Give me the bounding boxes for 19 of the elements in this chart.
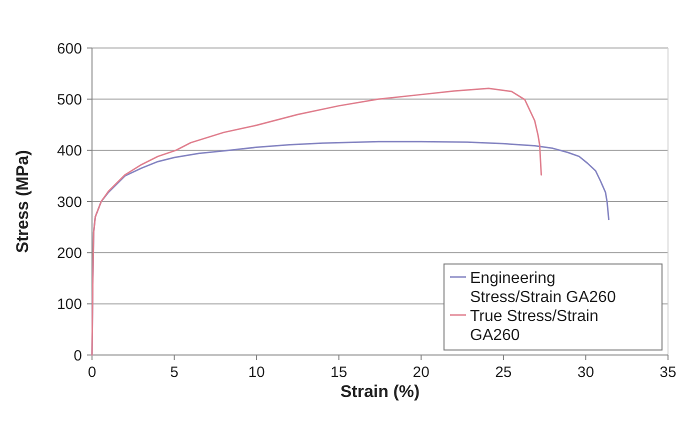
x-tick-label: 5 [170,364,178,381]
y-axis-title: Stress (MPa) [13,150,32,253]
y-tick-label: 0 [74,347,82,364]
x-axis-title: Strain (%) [340,382,420,401]
y-tick-label: 300 [56,194,82,211]
x-tick-label: 0 [88,364,96,381]
x-tick-label: 30 [577,364,594,381]
x-tick-label: 35 [660,364,676,381]
legend-label: True Stress/Strain GA260 [470,308,598,344]
x-tick-label: 10 [248,364,265,381]
y-tick-label: 400 [56,142,82,160]
x-tick-label: 20 [412,364,430,381]
x-tick-label: 15 [330,364,348,381]
y-tick-label: 200 [56,244,82,262]
legend-label: Engineering Stress/Strain GA260 [470,270,616,306]
y-tick-label: 500 [56,91,82,108]
y-tick-label: 600 [56,40,82,58]
x-tick-label: 25 [495,364,512,381]
y-tick-label: 100 [56,296,82,314]
